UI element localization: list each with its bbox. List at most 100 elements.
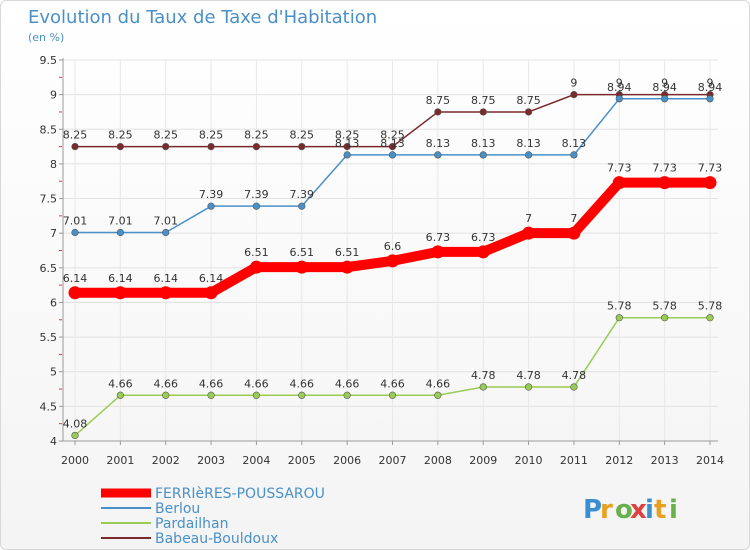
data-point (71, 431, 79, 440)
data-label: 8.94 (652, 81, 677, 94)
logo-letter: x (630, 495, 647, 525)
legend: FERRIèRES-POUSSAROUBerlouPardailhanBabea… (101, 486, 325, 547)
data-point (612, 176, 626, 190)
data-label: 8.75 (516, 94, 541, 107)
data-point (522, 226, 536, 240)
x-tick-label: 2010 (515, 454, 543, 467)
data-label: 4.66 (199, 377, 224, 390)
data-label: 8.13 (426, 137, 451, 150)
data-point (162, 228, 170, 237)
data-label: 5.78 (652, 300, 677, 313)
x-tick-label: 2006 (333, 454, 361, 467)
x-tick-label: 2007 (379, 454, 407, 467)
data-label: 8.75 (471, 94, 496, 107)
data-point (159, 286, 173, 300)
data-point (706, 314, 714, 322)
data-point (524, 108, 533, 116)
data-point (343, 391, 351, 399)
x-tick-label: 2008 (424, 454, 452, 467)
data-label: 8.25 (199, 129, 224, 142)
data-label: 8.13 (562, 137, 587, 150)
data-point (298, 142, 306, 151)
data-point (524, 383, 533, 391)
logo-letter: t (654, 495, 666, 525)
x-tick-label: 2009 (469, 454, 497, 467)
data-label: 6.6 (384, 240, 402, 253)
data-point (162, 142, 170, 151)
logo-letter: i (645, 495, 654, 525)
data-label: 8.25 (63, 129, 88, 142)
data-point (661, 95, 669, 103)
data-point (298, 391, 306, 399)
x-tick-label: 2001 (106, 454, 134, 467)
data-point (570, 151, 578, 159)
data-point (479, 151, 487, 159)
data-label: 7.39 (244, 188, 269, 201)
data-point (476, 245, 490, 259)
data-point (113, 286, 127, 300)
data-point (524, 151, 533, 159)
y-tick-label: 4.5 (40, 400, 58, 413)
data-point (386, 254, 399, 268)
data-label: 7.73 (652, 162, 677, 175)
data-point (431, 245, 445, 259)
data-point (343, 151, 351, 159)
x-tick-label: 2012 (605, 454, 633, 467)
data-label: 7 (570, 212, 577, 225)
logo-letter: P (583, 495, 602, 525)
data-label: 7.39 (199, 188, 224, 201)
data-point (706, 95, 714, 103)
series-ferri-res-poussarou (68, 176, 717, 300)
data-point (434, 391, 442, 399)
data-label: 7.01 (63, 214, 88, 227)
y-tick-label: 8.5 (40, 123, 58, 136)
data-label: 8.94 (607, 81, 632, 94)
data-point (340, 260, 354, 274)
data-point (615, 314, 623, 322)
data-label: 8.25 (380, 129, 405, 142)
data-labels: 8.25 8.25 8.25 8.25 8.25 8.25 8.25 8.25 8.75 8.75… (63, 77, 723, 431)
data-point (116, 228, 124, 237)
data-label: 7.39 (290, 188, 315, 201)
data-label: 8.25 (244, 129, 269, 142)
data-point (252, 142, 261, 151)
data-point (343, 142, 351, 151)
data-point (434, 151, 442, 159)
data-label: 6.73 (426, 231, 451, 244)
data-point (116, 391, 124, 399)
data-label: 8.25 (108, 129, 133, 142)
data-point (615, 95, 623, 103)
y-tick-label: 9.5 (40, 54, 58, 67)
data-label: 7.73 (698, 162, 723, 175)
data-label: 7.01 (108, 214, 133, 227)
data-label: 8.75 (426, 94, 451, 107)
data-point (570, 91, 578, 99)
data-label: 7.73 (607, 162, 632, 175)
y-tick-label: 5.5 (40, 331, 58, 344)
x-tick-label: 2011 (560, 454, 588, 467)
x-tick-label: 2014 (696, 454, 724, 467)
data-label: 4.66 (290, 377, 315, 390)
data-point (388, 391, 397, 399)
data-label: 4.66 (335, 377, 360, 390)
data-point (249, 260, 263, 274)
chart-title: Evolution du Taux de Taxe d'Habitation (28, 7, 377, 28)
logo-letter: i (669, 495, 678, 525)
data-label: 4.78 (516, 369, 541, 382)
legend-label: FERRIèRES-POUSSAROU (155, 486, 325, 502)
logo-letter: r (600, 495, 613, 525)
data-label: 7 (525, 212, 532, 225)
data-label: 9 (570, 77, 577, 90)
data-label: 4.78 (562, 369, 587, 382)
data-label: 6.14 (108, 272, 133, 285)
data-label: 8.25 (290, 129, 315, 142)
data-label: 8.94 (698, 81, 723, 94)
data-label: 8.25 (335, 129, 360, 142)
y-tick-label: 6.5 (40, 262, 58, 275)
x-tick-label: 2003 (197, 454, 225, 467)
data-point (207, 142, 215, 151)
data-point (703, 176, 717, 190)
data-label: 6.14 (63, 272, 88, 285)
data-label: 8.13 (335, 137, 360, 150)
data-label: 6.51 (244, 246, 269, 259)
